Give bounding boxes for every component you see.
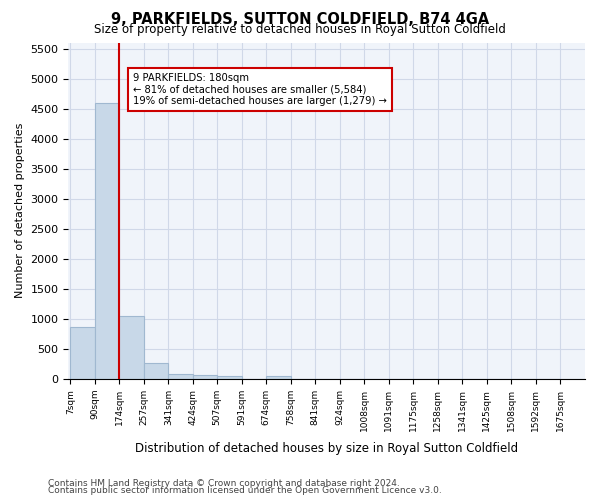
Text: 9 PARKFIELDS: 180sqm
← 81% of detached houses are smaller (5,584)
19% of semi-de: 9 PARKFIELDS: 180sqm ← 81% of detached h… <box>133 72 387 106</box>
Bar <box>217 376 242 379</box>
Bar <box>169 374 193 379</box>
Bar <box>119 316 144 379</box>
Text: Size of property relative to detached houses in Royal Sutton Coldfield: Size of property relative to detached ho… <box>94 22 506 36</box>
Text: Contains public sector information licensed under the Open Government Licence v3: Contains public sector information licen… <box>48 486 442 495</box>
Y-axis label: Number of detached properties: Number of detached properties <box>15 123 25 298</box>
Bar <box>144 363 168 379</box>
Bar <box>266 376 290 379</box>
Text: 9, PARKFIELDS, SUTTON COLDFIELD, B74 4GA: 9, PARKFIELDS, SUTTON COLDFIELD, B74 4GA <box>111 12 489 28</box>
Bar <box>193 375 217 379</box>
Text: Contains HM Land Registry data © Crown copyright and database right 2024.: Contains HM Land Registry data © Crown c… <box>48 478 400 488</box>
Bar <box>70 327 95 379</box>
X-axis label: Distribution of detached houses by size in Royal Sutton Coldfield: Distribution of detached houses by size … <box>135 442 518 455</box>
Bar <box>95 102 119 379</box>
